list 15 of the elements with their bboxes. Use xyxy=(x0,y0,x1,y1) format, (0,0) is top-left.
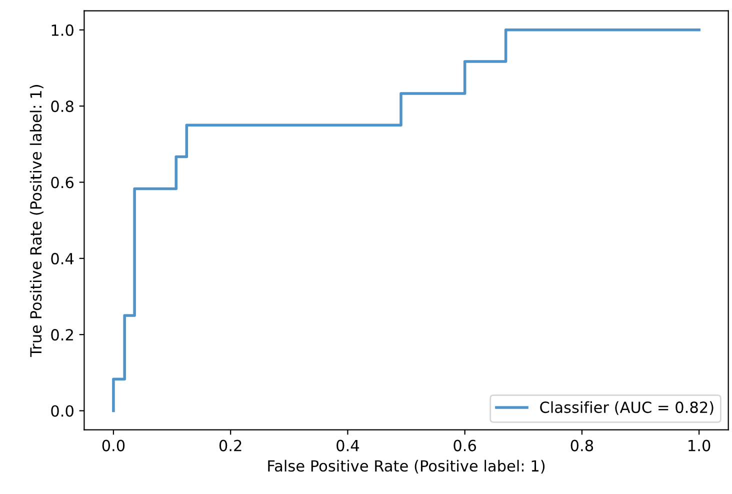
y-tick-label: 0.0 xyxy=(51,405,74,417)
x-tick-label: 0.6 xyxy=(454,440,476,452)
x-tick-label: 0.4 xyxy=(336,440,359,452)
x-axis-title: False Positive Rate (Positive label: 1) xyxy=(268,460,545,474)
x-tick-label: 0.8 xyxy=(570,440,594,452)
y-tick-label: 0.2 xyxy=(51,329,73,341)
legend-label: Classifier (AUC = 0.82) xyxy=(540,401,714,415)
y-tick-label: 0.8 xyxy=(51,100,74,112)
y-tick-label: 0.4 xyxy=(51,252,74,264)
y-axis-title: True Positive Rate (Positive label: 1) xyxy=(30,85,44,357)
x-tick-label: 1.0 xyxy=(688,440,710,452)
x-tick-label: 0.0 xyxy=(102,440,125,452)
y-tick-label: 0.6 xyxy=(51,176,74,188)
y-tick-label: 1.0 xyxy=(52,24,74,36)
x-tick-label: 0.2 xyxy=(219,440,242,452)
